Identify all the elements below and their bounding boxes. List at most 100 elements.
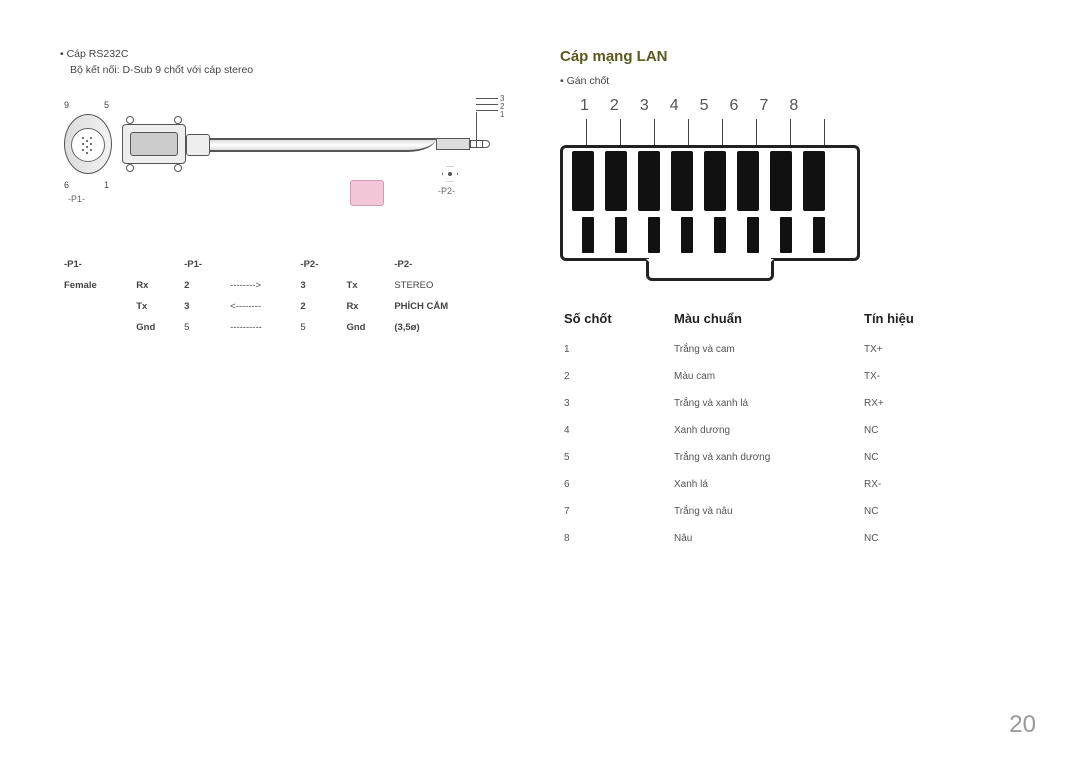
table-row: 8 Nâu NC bbox=[560, 525, 980, 552]
dsub-plate bbox=[130, 132, 178, 156]
table-cell: <-------- bbox=[226, 296, 296, 317]
table-cell: Nâu bbox=[670, 525, 860, 552]
lan-section-title: Cáp mạng LAN bbox=[560, 48, 1040, 65]
rj45-num: 3 bbox=[640, 97, 649, 115]
table-cell: NC bbox=[860, 498, 980, 525]
table-row: 7 Trắng và nâu NC bbox=[560, 498, 980, 525]
rj45-num: 2 bbox=[610, 97, 619, 115]
table-cell: Xanh dương bbox=[670, 417, 860, 444]
rj45-notch-cover bbox=[649, 257, 771, 263]
table-cell: 6 bbox=[560, 471, 670, 498]
table-cell: TX+ bbox=[860, 336, 980, 363]
rs232-cable-diagram: 9 5 6 1 -P1- 3 2 1 bbox=[60, 90, 520, 240]
hex-nut-center-icon bbox=[448, 172, 452, 176]
dsub-screw-icon bbox=[126, 116, 134, 124]
jack-leader-lines bbox=[476, 98, 498, 116]
pin-label-6: 6 bbox=[64, 180, 69, 190]
table-cell: Trắng và xanh lá bbox=[670, 390, 860, 417]
table-cell: Female bbox=[60, 275, 132, 296]
table-cell: 5 bbox=[560, 444, 670, 471]
dsub-oval-inner bbox=[71, 128, 105, 162]
table-cell: STEREO bbox=[390, 275, 500, 296]
table-cell: Màu cam bbox=[670, 363, 860, 390]
table-cell: 2 bbox=[560, 363, 670, 390]
rj45-diagram: 1 2 3 4 5 6 7 8 bbox=[560, 97, 1040, 287]
table-header: Số chốt bbox=[560, 305, 670, 336]
table-header-row: Số chốt Màu chuẩn Tín hiệu bbox=[560, 305, 980, 336]
table-cell: RX+ bbox=[860, 390, 980, 417]
pin-label-9: 9 bbox=[64, 100, 69, 110]
page-number: 20 bbox=[1009, 711, 1036, 739]
dsub-screw-icon bbox=[174, 164, 182, 172]
table-cell: 5 bbox=[296, 317, 342, 338]
table-row: Tx 3 <-------- 2 Rx PHÍCH CẮM bbox=[60, 296, 500, 317]
table-cell: PHÍCH CẮM bbox=[390, 296, 500, 317]
table-cell: TX- bbox=[860, 363, 980, 390]
rj45-pin-row bbox=[572, 151, 825, 211]
rj45-num: 6 bbox=[730, 97, 739, 115]
table-row: Gnd 5 ---------- 5 Gnd (3,5ø) bbox=[60, 317, 500, 338]
table-cell: NC bbox=[860, 444, 980, 471]
table-row: 3 Trắng và xanh lá RX+ bbox=[560, 390, 980, 417]
table-cell: Tx bbox=[132, 296, 180, 317]
stereo-jack-body bbox=[436, 138, 470, 150]
table-row: 1 Trắng và cam TX+ bbox=[560, 336, 980, 363]
table-cell: NC bbox=[860, 525, 980, 552]
table-cell: 2 bbox=[180, 275, 226, 296]
table-cell: 8 bbox=[560, 525, 670, 552]
table-cell: Gnd bbox=[132, 317, 180, 338]
table-row: 5 Trắng và xanh dương NC bbox=[560, 444, 980, 471]
rs232-pin-table: -P1- -P1- -P2- -P2- Female Rx 2 --------… bbox=[60, 254, 500, 338]
rs232-bullet: Cáp RS232C bbox=[60, 48, 520, 60]
cable-strain-relief bbox=[186, 134, 210, 156]
jack-ring-icon bbox=[482, 140, 483, 148]
table-row: 6 Xanh lá RX- bbox=[560, 471, 980, 498]
lan-bullet: Gán chốt bbox=[560, 75, 1040, 87]
rj45-num: 8 bbox=[789, 97, 798, 115]
table-row: Female Rx 2 --------> 3 Tx STEREO bbox=[60, 275, 500, 296]
right-column: Cáp mạng LAN Gán chốt 1 2 3 4 5 6 7 8 bbox=[520, 48, 1040, 552]
table-cell: RX- bbox=[860, 471, 980, 498]
table-cell: --------> bbox=[226, 275, 296, 296]
table-cell: 5 bbox=[180, 317, 226, 338]
rj45-contact-row bbox=[582, 217, 825, 253]
table-cell: 3 bbox=[560, 390, 670, 417]
table-cell: 4 bbox=[560, 417, 670, 444]
table-cell: Trắng và cam bbox=[670, 336, 860, 363]
rj45-num: 7 bbox=[759, 97, 768, 115]
stereo-jack-tip bbox=[470, 140, 490, 148]
table-cell: Xanh lá bbox=[670, 471, 860, 498]
table-cell bbox=[60, 317, 132, 338]
table-cell: 7 bbox=[560, 498, 670, 525]
p1-label: -P1- bbox=[68, 194, 85, 204]
table-cell: 3 bbox=[296, 275, 342, 296]
table-row: 4 Xanh dương NC bbox=[560, 417, 980, 444]
table-header bbox=[342, 254, 390, 275]
rj45-pin-numbers: 1 2 3 4 5 6 7 8 bbox=[580, 97, 798, 115]
dsub-screw-icon bbox=[174, 116, 182, 124]
jack-ring-icon bbox=[476, 140, 477, 148]
table-header bbox=[226, 254, 296, 275]
table-header bbox=[132, 254, 180, 275]
jack-leader-vert bbox=[476, 112, 477, 140]
left-column: Cáp RS232C Bộ kết nối: D-Sub 9 chốt với … bbox=[60, 48, 520, 552]
table-cell: 1 bbox=[560, 336, 670, 363]
table-cell: (3,5ø) bbox=[390, 317, 500, 338]
table-cell: Rx bbox=[132, 275, 180, 296]
table-cell: Gnd bbox=[342, 317, 390, 338]
table-cell: 3 bbox=[180, 296, 226, 317]
rj45-num: 1 bbox=[580, 97, 589, 115]
table-cell: Trắng và nâu bbox=[670, 498, 860, 525]
table-header: -P2- bbox=[296, 254, 342, 275]
table-cell: 2 bbox=[296, 296, 342, 317]
lan-pin-table: Số chốt Màu chuẩn Tín hiệu 1 Trắng và ca… bbox=[560, 305, 980, 552]
table-cell: Tx bbox=[342, 275, 390, 296]
cable-wire bbox=[186, 138, 436, 152]
dsub-screw-icon bbox=[126, 164, 134, 172]
rj45-num: 5 bbox=[700, 97, 709, 115]
table-header-row: -P1- -P1- -P2- -P2- bbox=[60, 254, 500, 275]
table-cell bbox=[60, 296, 132, 317]
p2-label: -P2- bbox=[438, 186, 455, 196]
rj45-leader-lines bbox=[586, 119, 825, 147]
table-header: Màu chuẩn bbox=[670, 305, 860, 336]
